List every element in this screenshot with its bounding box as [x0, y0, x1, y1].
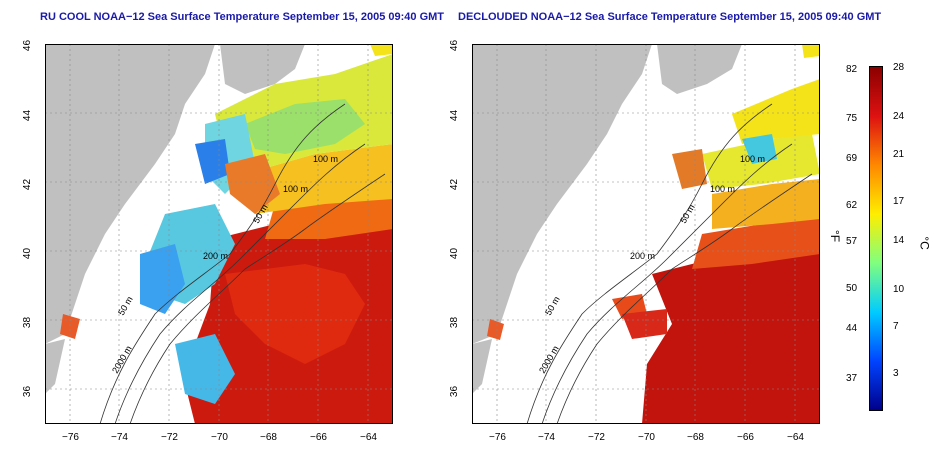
- panel-1-title: RU COOL NOAA−12 Sea Surface Temperature …: [40, 11, 445, 23]
- fahrenheit-unit: °F: [828, 229, 843, 243]
- x-tick: −72: [588, 432, 605, 443]
- contour-label-1: 100 m: [740, 154, 765, 164]
- c-tick: 7: [893, 321, 899, 332]
- contour-label-4: 200 m: [203, 251, 228, 261]
- sst-map-raw-svg: 100 m 100 m 50 m 200 m 50 m 2000 m: [45, 44, 393, 424]
- y-tick: 36: [449, 385, 461, 398]
- x-tick: −72: [161, 432, 178, 443]
- x-tick: −74: [111, 432, 128, 443]
- sst-map-declouded-svg: 100 m 100 m 50 m 200 m 50 m 2000 m: [472, 44, 820, 424]
- contour-label-2: 100 m: [710, 184, 735, 194]
- f-tick: 50: [846, 283, 858, 294]
- c-tick: 24: [893, 111, 905, 122]
- y-tick: 38: [22, 316, 34, 329]
- y-tick: 40: [449, 247, 461, 260]
- x-tick: −74: [538, 432, 555, 443]
- y-tick: 38: [449, 316, 461, 329]
- c-tick: 17: [893, 196, 905, 207]
- c-tick: 3: [893, 368, 899, 379]
- f-tick: 44: [846, 323, 858, 334]
- contour-label-2: 100 m: [283, 184, 308, 194]
- c-tick: 14: [893, 235, 905, 246]
- contour-label-4: 200 m: [630, 251, 655, 261]
- panel-2-title: DECLOUDED NOAA−12 Sea Surface Temperatur…: [458, 11, 882, 23]
- f-tick: 75: [846, 113, 858, 124]
- y-tick: 42: [449, 178, 461, 191]
- f-tick: 37: [846, 373, 858, 384]
- c-tick: 28: [893, 62, 905, 73]
- y-tick: 44: [449, 109, 461, 122]
- colorbar-gradient: [870, 67, 882, 410]
- f-tick: 62: [846, 200, 858, 211]
- sst-map-declouded: 100 m 100 m 50 m 200 m 50 m 2000 m: [472, 44, 820, 424]
- y-tick: 36: [22, 385, 34, 398]
- y-tick: 46: [449, 39, 461, 52]
- x-tick: −76: [62, 432, 79, 443]
- x-tick: −66: [737, 432, 754, 443]
- c-tick: 21: [893, 149, 905, 160]
- y-tick: 44: [22, 109, 34, 122]
- f-tick: 57: [846, 236, 858, 247]
- x-tick: −70: [211, 432, 228, 443]
- f-tick: 82: [846, 64, 858, 75]
- y-tick: 42: [22, 178, 34, 191]
- x-tick: −68: [260, 432, 277, 443]
- x-tick: −64: [787, 432, 804, 443]
- colorbar: [869, 66, 883, 411]
- x-tick: −70: [638, 432, 655, 443]
- x-tick: −76: [489, 432, 506, 443]
- c-tick: 10: [893, 284, 905, 295]
- x-tick: −68: [687, 432, 704, 443]
- x-tick: −64: [360, 432, 377, 443]
- y-tick: 40: [22, 247, 34, 260]
- sst-map-raw: 100 m 100 m 50 m 200 m 50 m 2000 m: [45, 44, 393, 424]
- x-tick: −66: [310, 432, 327, 443]
- y-tick: 46: [22, 39, 34, 52]
- celsius-unit: °C: [917, 236, 932, 250]
- f-tick: 69: [846, 153, 858, 164]
- contour-label-1: 100 m: [313, 154, 338, 164]
